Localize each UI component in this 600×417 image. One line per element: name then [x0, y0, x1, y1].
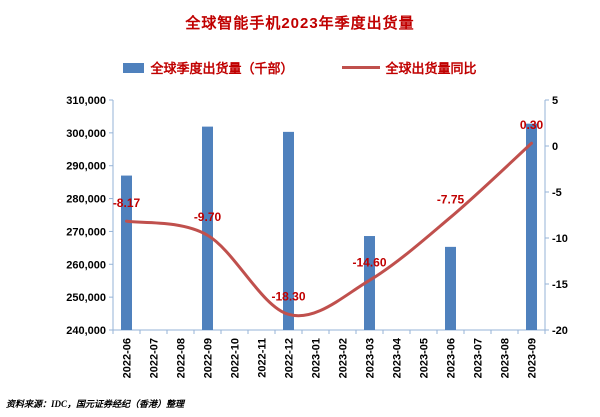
x-axis-label: 2022-09 — [203, 338, 215, 378]
left-axis-label: 280,000 — [66, 194, 106, 206]
yoy-line — [125, 141, 533, 318]
legend-bar-label: 全球季度出货量（千部） — [150, 61, 294, 76]
x-axis-label: 2022-08 — [176, 338, 188, 378]
x-axis-label: 2023-03 — [365, 338, 377, 378]
line-data-label: 0.30 — [520, 118, 544, 132]
left-axis-label: 240,000 — [66, 325, 106, 337]
source-note: 资料来源：IDC，国元证券经纪（香港）整理 — [6, 399, 185, 409]
x-axis-label: 2022-06 — [122, 338, 134, 378]
bar — [202, 126, 213, 330]
x-axis-label: 2023-04 — [392, 337, 404, 378]
x-axis-label: 2023-09 — [527, 338, 539, 378]
x-axis-label: 2023-02 — [338, 338, 350, 378]
x-axis-label: 2023-05 — [419, 338, 431, 378]
legend-item-bars: 全球季度出货量（千部） — [123, 58, 294, 77]
line-data-label: -7.75 — [437, 192, 465, 206]
right-axis-label: -5 — [552, 187, 562, 199]
line-data-label: -8.17 — [113, 196, 141, 210]
x-axis-label: 2022-11 — [257, 338, 269, 378]
right-axis-label: 0 — [552, 141, 558, 153]
legend-item-line: 全球出货量同比 — [341, 58, 477, 77]
left-axis-label: 310,000 — [66, 95, 106, 107]
right-axis-label: -20 — [552, 325, 568, 337]
right-axis-label: -15 — [552, 279, 568, 291]
x-axis-label: 2023-08 — [500, 338, 512, 378]
left-axis-label: 300,000 — [66, 128, 106, 140]
left-axis-label: 250,000 — [66, 292, 106, 304]
right-axis-label: -10 — [552, 233, 568, 245]
line-data-label: -18.30 — [271, 289, 305, 303]
legend-line-label: 全球出货量同比 — [385, 61, 477, 76]
x-axis-label: 2023-07 — [473, 338, 485, 378]
x-axis-label: 2023-01 — [311, 338, 323, 378]
bar-swatch-icon — [123, 62, 145, 73]
left-axis-label: 290,000 — [66, 161, 106, 173]
line-data-label: -14.60 — [352, 255, 386, 269]
line-data-label: -9.70 — [194, 210, 222, 224]
right-axis-label: 5 — [552, 95, 558, 107]
bar — [283, 131, 294, 330]
bar — [121, 175, 132, 330]
left-axis-label: 260,000 — [66, 259, 106, 271]
x-axis-label: 2022-12 — [284, 338, 296, 378]
left-axis-label: 270,000 — [66, 226, 106, 238]
bar — [526, 123, 537, 331]
line-swatch-icon — [341, 66, 380, 69]
legend: 全球季度出货量（千部） 全球出货量同比 — [0, 58, 600, 77]
x-axis-label: 2022-07 — [149, 338, 161, 378]
bar — [364, 236, 375, 330]
x-axis-label: 2022-10 — [230, 338, 242, 378]
x-axis-label: 2023-06 — [446, 338, 458, 378]
chart-title: 全球智能手机2023年季度出货量 — [185, 15, 415, 32]
bar — [445, 246, 456, 330]
